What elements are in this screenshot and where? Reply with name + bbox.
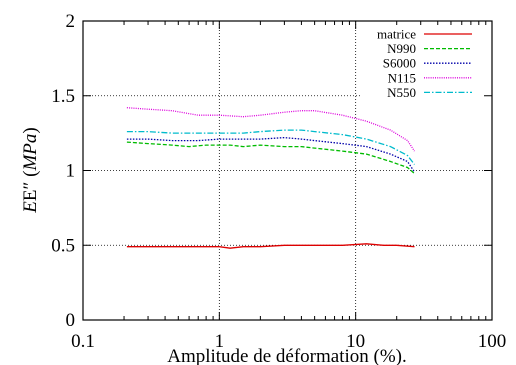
- x-tick-label: 10: [346, 331, 365, 352]
- axis-ticks: 0.1 1 10 100 0 0.5 1 1.5 2: [51, 11, 506, 352]
- series-line-n550: [126, 129, 416, 165]
- legend-label: N115: [388, 70, 416, 85]
- legend-label: S6000: [383, 56, 416, 71]
- x-axis-title: Amplitude de déformation (%).: [167, 346, 407, 365]
- y-axis-title: EE″ (MPa): [20, 127, 41, 213]
- y-tick-label: 0: [66, 310, 76, 331]
- y-axis-title-unit: MPa: [20, 134, 41, 172]
- y-tick-label: 2: [66, 11, 76, 32]
- legend-label: N550: [387, 85, 416, 100]
- grid-lines: [83, 21, 492, 320]
- legend-label: matrice: [377, 27, 416, 42]
- y-axis-title-suffix: ): [20, 127, 41, 133]
- y-axis-title-prefix: E″ (: [20, 171, 41, 202]
- x-tick-label: 100: [478, 331, 507, 352]
- y-tick-label: 0.5: [51, 235, 75, 256]
- x-tick-label: 1: [215, 331, 225, 352]
- series-line-n990: [126, 141, 415, 174]
- series-line-matrice: [126, 243, 415, 249]
- data-curves: [126, 107, 416, 249]
- legend-label: N990: [387, 41, 416, 56]
- y-tick-label: 1.5: [51, 86, 75, 107]
- x-tick-label: 0.1: [71, 331, 95, 352]
- series-line-s6000: [126, 136, 416, 173]
- y-tick-label: 1: [66, 161, 76, 182]
